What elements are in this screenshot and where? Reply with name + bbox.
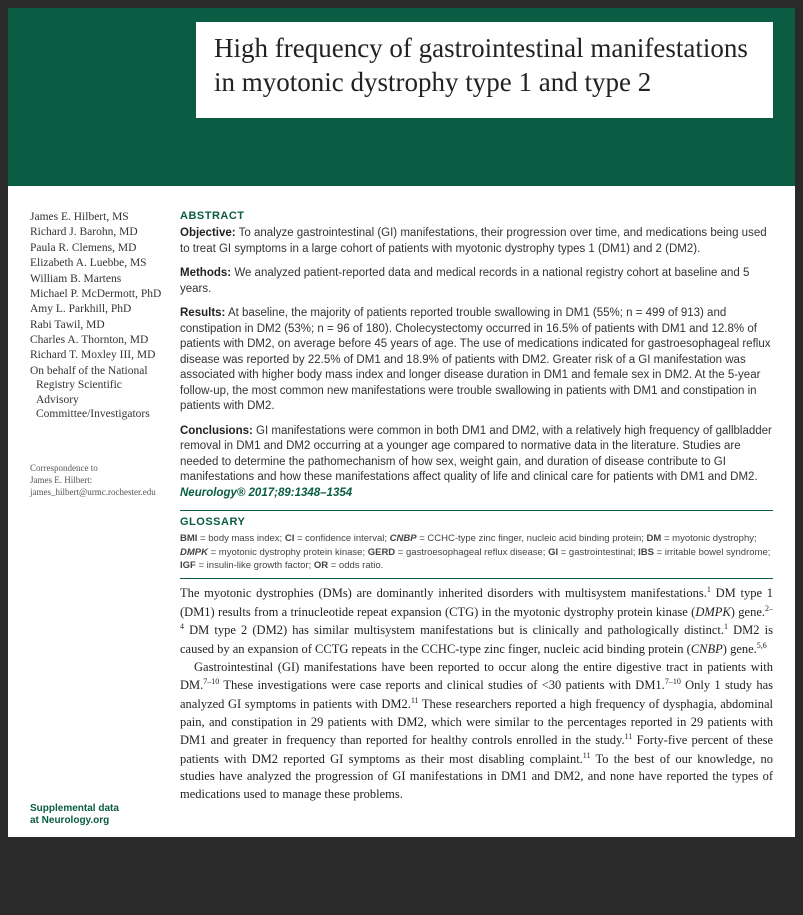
methods-label: Methods: — [180, 267, 231, 279]
author: Rabi Tawil, MD — [30, 318, 162, 332]
objective-text: To analyze gastrointestinal (GI) manifes… — [180, 227, 767, 255]
author: Amy L. Parkhill, PhD — [30, 302, 162, 316]
correspondence-label: Correspondence to — [30, 463, 162, 475]
results-label: Results: — [180, 307, 225, 319]
abstract-heading: ABSTRACT — [180, 210, 773, 222]
page: High frequency of gastrointestinal manif… — [8, 8, 795, 837]
objective-label: Objective: — [180, 227, 236, 239]
author: Richard T. Moxley III, MD — [30, 348, 162, 362]
author: Charles A. Thornton, MD — [30, 333, 162, 347]
glossary-heading: GLOSSARY — [180, 516, 773, 528]
results-text: At baseline, the majority of patients re… — [180, 307, 770, 412]
methods-text: We analyzed patient-reported data and me… — [180, 267, 749, 295]
author: Elizabeth A. Luebbe, MS — [30, 256, 162, 270]
correspondence-email: james_hilbert@urmc.rochester.edu — [30, 487, 162, 499]
supplemental-link[interactable]: Supplemental data at Neurology.org — [30, 803, 162, 827]
divider — [180, 578, 773, 579]
glossary-text: BMI = body mass index; CI = confidence i… — [180, 532, 773, 572]
header-band: High frequency of gastrointestinal manif… — [8, 8, 795, 186]
author: Richard J. Barohn, MD — [30, 225, 162, 239]
title-box: High frequency of gastrointestinal manif… — [196, 22, 773, 118]
citation: Neurology® 2017;89:1348–1354 — [180, 487, 352, 499]
author: Paula R. Clemens, MD — [30, 241, 162, 255]
sidebar: James E. Hilbert, MS Richard J. Barohn, … — [30, 210, 178, 827]
citation-text: Neurology® 2017;89:1348–1354 — [180, 487, 352, 499]
author: William B. Martens — [30, 272, 162, 286]
author: On behalf of the National Registry Scien… — [30, 364, 162, 422]
conclusions-label: Conclusions: — [180, 425, 253, 437]
correspondence: Correspondence to James E. Hilbert: jame… — [30, 463, 162, 498]
article-title: High frequency of gastrointestinal manif… — [214, 32, 753, 100]
conclusions-text: GI manifestations were common in both DM… — [180, 425, 772, 484]
author: Michael P. McDermott, PhD — [30, 287, 162, 301]
abstract-methods: Methods: We analyzed patient-reported da… — [180, 266, 773, 297]
abstract-conclusions: Conclusions: GI manifestations were comm… — [180, 424, 773, 502]
body-paragraph-2: Gastrointestinal (GI) manifestations hav… — [180, 659, 773, 804]
body-paragraph-1: The myotonic dystrophies (DMs) are domin… — [180, 584, 773, 659]
main-column: ABSTRACT Objective: To analyze gastroint… — [178, 210, 773, 827]
supplemental-line2: at Neurology.org — [30, 815, 162, 827]
content-area: James E. Hilbert, MS Richard J. Barohn, … — [8, 186, 795, 837]
abstract-results: Results: At baseline, the majority of pa… — [180, 306, 773, 415]
correspondence-name: James E. Hilbert: — [30, 475, 162, 487]
divider — [180, 510, 773, 511]
supplemental-line1: Supplemental data — [30, 803, 162, 815]
author: James E. Hilbert, MS — [30, 210, 162, 224]
abstract-objective: Objective: To analyze gastrointestinal (… — [180, 226, 773, 257]
